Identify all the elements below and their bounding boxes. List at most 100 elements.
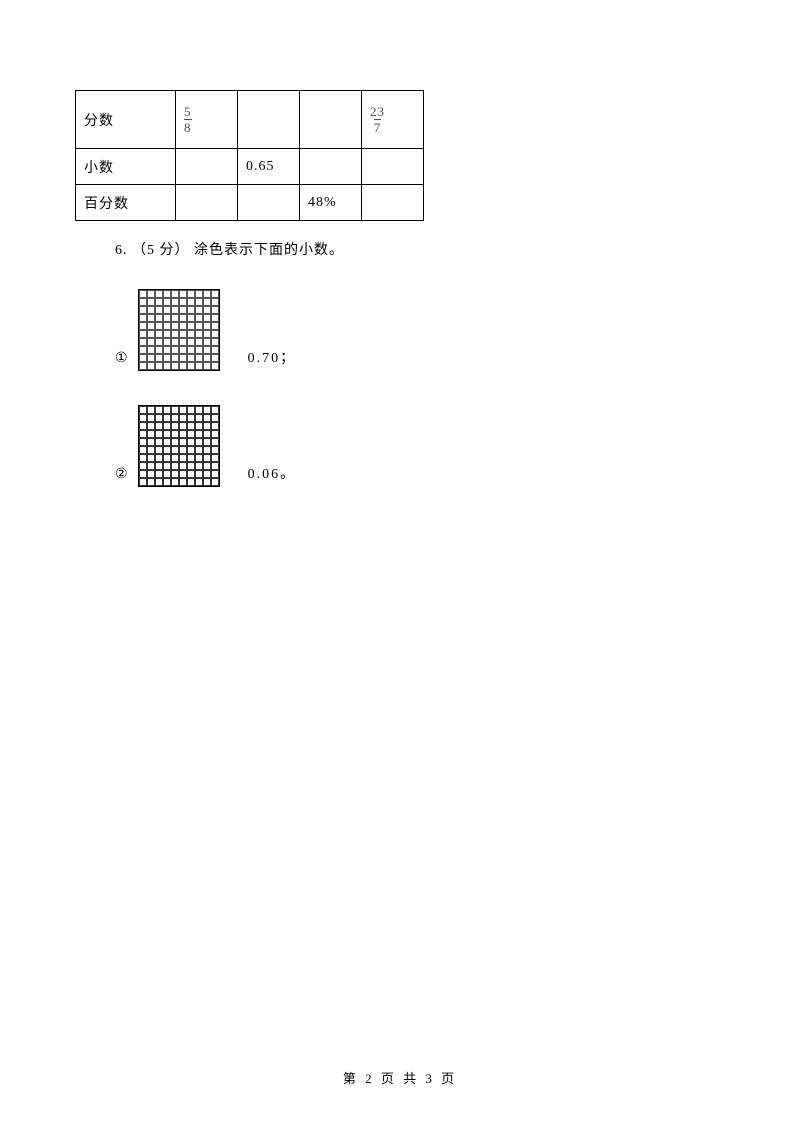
grid-cell — [211, 306, 219, 314]
table-cell — [300, 149, 362, 185]
grid-cell — [195, 454, 203, 462]
grid-cell — [139, 422, 147, 430]
grid-cell — [155, 454, 163, 462]
table-cell — [362, 149, 424, 185]
table-body: 分数58237小数0.65百分数48% — [76, 91, 424, 221]
grid-cell — [211, 314, 219, 322]
grid-cell — [139, 478, 147, 486]
hundred-grid — [138, 289, 220, 371]
grid-cell — [179, 290, 187, 298]
grid-cell — [179, 330, 187, 338]
grid-cell — [171, 330, 179, 338]
grid-cell — [155, 354, 163, 362]
grid-cell — [147, 430, 155, 438]
grid-cell — [171, 346, 179, 354]
grid-cell — [139, 338, 147, 346]
grid-cell — [147, 446, 155, 454]
grid-cell — [147, 414, 155, 422]
grid-cell — [139, 314, 147, 322]
grid-cell — [163, 338, 171, 346]
grid-cell — [203, 346, 211, 354]
grid-cell — [163, 362, 171, 370]
grid-cell — [147, 314, 155, 322]
question-points: （5 分） — [132, 243, 190, 258]
grid-cell — [195, 430, 203, 438]
grid-cell — [147, 322, 155, 330]
grid-cell — [171, 322, 179, 330]
grid-cell — [179, 414, 187, 422]
grid-cell — [179, 422, 187, 430]
table-cell — [362, 185, 424, 221]
fraction-denominator: 8 — [184, 119, 192, 134]
grid-cell — [163, 330, 171, 338]
grid-cell — [147, 470, 155, 478]
grid-cell — [171, 290, 179, 298]
grid-cell — [187, 330, 195, 338]
grid-cell — [211, 362, 219, 370]
grid-cell — [139, 430, 147, 438]
page-footer: 第 2 页 共 3 页 — [0, 1068, 800, 1087]
table-cell: 58 — [176, 91, 238, 149]
grid-item: ①0.70； — [115, 289, 725, 371]
grid-cell — [203, 406, 211, 414]
footer-text: 第 2 页 共 3 页 — [343, 1071, 457, 1086]
table-cell: 48% — [300, 185, 362, 221]
grid-cell — [147, 306, 155, 314]
grid-cell — [179, 346, 187, 354]
grid-cell — [147, 478, 155, 486]
grid-cell — [203, 322, 211, 330]
grid-cell — [187, 462, 195, 470]
grid-cell — [163, 462, 171, 470]
grid-cell — [187, 414, 195, 422]
grid-cell — [187, 470, 195, 478]
grid-cell — [203, 430, 211, 438]
grid-cell — [163, 406, 171, 414]
grid-cell — [195, 354, 203, 362]
grid-cell — [179, 338, 187, 346]
grid-cell — [211, 354, 219, 362]
grid-cell — [203, 338, 211, 346]
grid-cell — [195, 446, 203, 454]
table-cell — [176, 149, 238, 185]
grid-cell — [187, 298, 195, 306]
grid-cell — [179, 478, 187, 486]
table-cell — [238, 91, 300, 149]
grid-cell — [203, 306, 211, 314]
grid-cell — [179, 354, 187, 362]
grid-cell — [163, 478, 171, 486]
grid-cell — [211, 330, 219, 338]
grid-cell — [139, 438, 147, 446]
grid-cell — [147, 354, 155, 362]
table-row: 小数0.65 — [76, 149, 424, 185]
grid-cell — [195, 298, 203, 306]
grid-cell — [203, 290, 211, 298]
grid-cell — [171, 462, 179, 470]
grid-cell — [187, 438, 195, 446]
grid-cell — [187, 454, 195, 462]
grid-cell — [195, 362, 203, 370]
grid-cell — [195, 314, 203, 322]
grid-cell — [155, 406, 163, 414]
grid-cell — [187, 338, 195, 346]
item-marker: ② — [115, 466, 128, 483]
grid-cell — [147, 362, 155, 370]
item-marker: ① — [115, 350, 128, 367]
grid-cell — [187, 478, 195, 486]
table-row: 百分数48% — [76, 185, 424, 221]
grid-items-container: ①0.70；②0.06。 — [75, 289, 725, 487]
grid-cell — [163, 446, 171, 454]
grid-cell — [155, 314, 163, 322]
grid-cell — [195, 338, 203, 346]
grid-cell — [163, 322, 171, 330]
grid-cell — [211, 478, 219, 486]
grid-cell — [155, 478, 163, 486]
grid-cell — [195, 330, 203, 338]
grid-cell — [195, 290, 203, 298]
grid-cell — [155, 422, 163, 430]
question-6: 6. （5 分） 涂色表示下面的小数。 — [115, 239, 725, 259]
grid-cell — [147, 438, 155, 446]
grid-cell — [163, 306, 171, 314]
grid-cell — [211, 290, 219, 298]
grid-cell — [203, 422, 211, 430]
grid-cell — [139, 298, 147, 306]
